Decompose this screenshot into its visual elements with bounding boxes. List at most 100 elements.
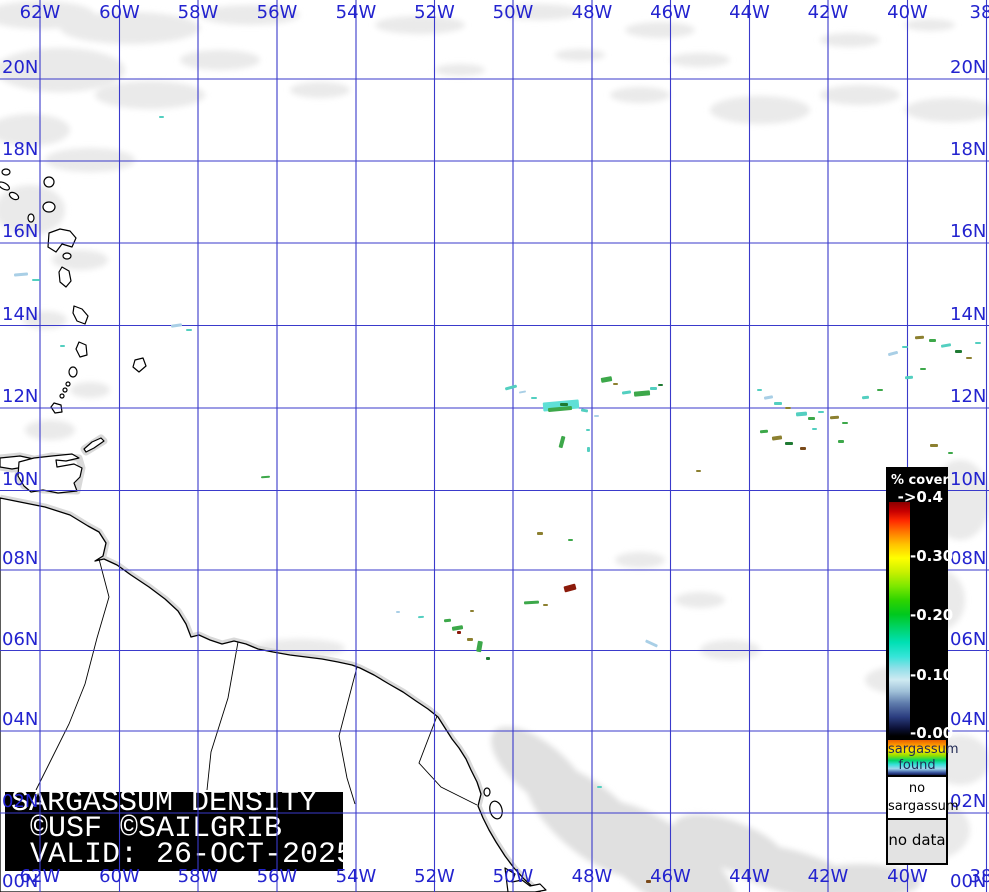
- sargassum-speck-70: [646, 880, 651, 883]
- sargassum-speck-62: [443, 618, 452, 623]
- tobago: [83, 437, 105, 453]
- legend-title: % cover: [891, 473, 949, 488]
- legend-no-data: no data: [886, 820, 948, 865]
- sargassum-speck-56: [563, 583, 577, 593]
- lat-label-right-16N: 16N: [950, 221, 987, 242]
- sargassum-speck-30: [829, 415, 840, 420]
- sargassum-speck-47: [955, 350, 962, 353]
- lon-label-top-44W: 44W: [729, 2, 770, 23]
- sargassum-speck-68: [645, 639, 658, 648]
- sargassum-speck-57: [523, 600, 540, 605]
- island-coastlines: [0, 168, 547, 892]
- sargassum-speck-4: [186, 329, 192, 331]
- lon-label-bottom-58W: 58W: [177, 866, 219, 887]
- sargassum-speck-44: [914, 335, 925, 340]
- legend: % cover ->0.4 -0.30 -0.20 -0.10 -0.00 sarga…: [886, 467, 959, 865]
- lon-label-top-38: 38: [969, 2, 989, 23]
- sargassum-speck-69: [597, 786, 602, 788]
- sargassum-speck-52: [261, 475, 270, 479]
- sargassum-speck-37: [838, 440, 844, 443]
- lon-label-top-58W: 58W: [177, 2, 219, 23]
- sargassum-speck-34: [785, 442, 793, 445]
- sargassum-speck-1: [13, 272, 29, 277]
- lon-label-bottom-44W: 44W: [729, 866, 770, 887]
- sargassum-speck-23: [757, 389, 762, 391]
- legend-no-sargassum: no sargassum: [886, 777, 959, 820]
- lon-label-top-42W: 42W: [807, 2, 849, 23]
- lon-label-top-56W: 56W: [256, 2, 298, 23]
- sargassum-speck-25: [774, 402, 782, 405]
- lon-label-top-40W: 40W: [887, 2, 928, 23]
- lon-label-bottom-46W: 46W: [650, 866, 691, 887]
- lat-label-right-20N: 20N: [950, 57, 987, 78]
- sargassum-speck-19: [621, 390, 632, 395]
- sargassum-speck-32: [759, 429, 769, 434]
- lat-label-left-18N: 18N: [2, 139, 39, 160]
- sargassum-speck-53: [696, 470, 701, 472]
- title-box: SARGASSUM DENSITY ©USF ©SAILGRIB VALID: …: [5, 788, 354, 871]
- legend-colorbar-box: % cover ->0.4 -0.30 -0.20 -0.10 -0.00: [886, 467, 953, 742]
- legend-none-line2: sargassum: [888, 799, 959, 814]
- lat-label-right-04N: 04N: [950, 709, 987, 730]
- sargassum-speck-29: [818, 411, 824, 413]
- sargassum-speck-40: [904, 375, 914, 380]
- lon-label-bottom-60W: 60W: [99, 866, 140, 887]
- lat-label-right-08N: 08N: [950, 548, 987, 569]
- sargassum-speck-21: [650, 387, 657, 390]
- legend-none-line1: no: [908, 781, 926, 796]
- lat-label-right-14N: 14N: [950, 303, 987, 325]
- sargassum-speck-31: [842, 422, 848, 424]
- lat-label-left-20N: 20N: [2, 57, 39, 78]
- sargassum-speck-14: [586, 429, 590, 431]
- sargassum-speck-46: [940, 343, 952, 348]
- sargassum-speck-50: [930, 444, 938, 447]
- lon-label-bottom-38: 38: [969, 866, 989, 887]
- legend-tick--0.20: -0.20: [910, 606, 954, 624]
- lat-label-left-04N: 04N: [2, 709, 39, 730]
- lon-label-top-54W: 54W: [335, 2, 377, 23]
- colorbar-gradient: [889, 502, 910, 736]
- sargassum-speck-38: [861, 395, 870, 400]
- sargassum-speck-54: [537, 532, 543, 535]
- sargassum-speck-59: [396, 611, 400, 613]
- sargassum-speck-22: [658, 384, 663, 386]
- martinique: [72, 305, 89, 325]
- lon-label-top-52W: 52W: [414, 2, 455, 23]
- sargassum-speck-20: [633, 390, 651, 397]
- sargassum-speck-58: [543, 604, 548, 606]
- sargassum-speck-5: [60, 345, 65, 347]
- legend-found-line2: found: [898, 758, 936, 773]
- amazon-mouth-island: [489, 800, 503, 820]
- barbados: [132, 357, 147, 373]
- sargassum-speck-61: [470, 610, 474, 612]
- sargassum-speck-63: [451, 625, 464, 631]
- lat-label-left-14N: 14N: [2, 303, 39, 325]
- lat-label-right-10N: 10N: [950, 468, 987, 490]
- antigua: [42, 201, 56, 213]
- sargassum-speck-67: [486, 657, 490, 660]
- legend-tick--0.00: -0.00: [910, 724, 954, 742]
- lon-label-bottom-54W: 54W: [335, 866, 377, 887]
- sargassum-speck-51: [948, 452, 953, 454]
- map-valid-date: VALID: 26-OCT-2025: [30, 838, 355, 872]
- lat-label-right-18N: 18N: [950, 139, 987, 160]
- st-lucia: [75, 341, 88, 358]
- sargassum-speck-17: [600, 376, 613, 383]
- sargassum-speck-66: [476, 640, 483, 653]
- sargassum-speck-13: [594, 415, 599, 417]
- lon-label-top-46W: 46W: [650, 2, 691, 23]
- sargassum-speck-55: [568, 539, 573, 541]
- sargassum-speck-60: [418, 615, 424, 619]
- trinidad: [17, 453, 83, 494]
- sargassum-speck-27: [795, 411, 808, 417]
- lon-label-bottom-48W: 48W: [571, 866, 613, 887]
- barbuda: [43, 176, 55, 188]
- sargassum-speck-3: [170, 323, 183, 328]
- sargassum-speck-35: [800, 447, 806, 450]
- sargassum-speck-18: [613, 383, 618, 385]
- lat-label-left-16N: 16N: [2, 221, 39, 242]
- lon-label-top-62W: 62W: [19, 2, 61, 23]
- country-borders: [35, 558, 478, 806]
- lon-label-top-50W: 50W: [492, 2, 534, 23]
- sargassum-speck-45: [929, 339, 936, 342]
